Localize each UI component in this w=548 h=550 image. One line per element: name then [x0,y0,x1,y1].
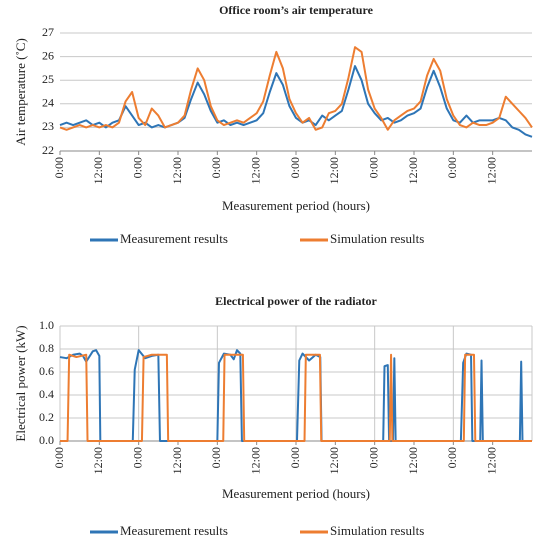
chart-title: Electrical power of the radiator [215,294,377,308]
x-tick-label: 0:00 [209,157,223,178]
x-tick-label: 0:00 [445,447,459,468]
y-tick-label: 26 [42,48,54,62]
x-tick-label: 12:00 [406,157,420,184]
x-tick-label: 12:00 [248,447,262,474]
x-tick-label: 0:00 [288,447,302,468]
x-tick-label: 12:00 [91,157,105,184]
y-tick-label: 27 [42,25,54,39]
x-tick-label: 0:00 [366,157,380,178]
legend-label: Measurement results [120,231,228,246]
x-tick-label: 12:00 [248,157,262,184]
y-tick-label: 25 [42,72,54,86]
y-tick-label: 24 [42,96,54,110]
data-line [60,353,532,442]
y-tick-label: 23 [42,119,54,133]
x-axis-title: Measurement period (hours) [222,486,370,501]
x-tick-label: 12:00 [327,447,341,474]
data-line [59,65,533,138]
x-tick-label: 0:00 [366,447,380,468]
y-tick-label: 0.2 [39,410,54,424]
x-tick-label: 12:00 [406,447,420,474]
y-tick-label: 0.8 [39,341,54,355]
x-tick-label: 0:00 [130,447,144,468]
y-tick-label: 0.4 [39,387,54,401]
x-tick-label: 0:00 [288,157,302,178]
data-line [59,46,533,131]
x-tick-label: 12:00 [484,157,498,184]
y-tick-label: 22 [42,143,54,157]
x-tick-label: 0:00 [130,157,144,178]
y-tick-label: 0.0 [39,433,54,447]
x-tick-label: 0:00 [52,447,66,468]
x-tick-label: 12:00 [170,157,184,184]
x-tick-label: 12:00 [91,447,105,474]
x-tick-label: 0:00 [52,157,66,178]
legend-label: Simulation results [330,231,424,246]
legend-label: Simulation results [330,523,424,538]
y-tick-label: 0.6 [39,364,54,378]
x-tick-label: 12:00 [484,447,498,474]
x-tick-label: 12:00 [170,447,184,474]
x-tick-label: 12:00 [327,157,341,184]
y-tick-label: 1.0 [39,318,54,332]
legend-label: Measurement results [120,523,228,538]
y-axis-title: Air temperature (˚C) [13,38,28,146]
y-axis-title: Electrical power (kW) [13,325,28,441]
chart-title: Office room’s air temperature [219,3,374,17]
x-tick-label: 0:00 [209,447,223,468]
x-tick-label: 0:00 [445,157,459,178]
x-axis-title: Measurement period (hours) [222,198,370,213]
